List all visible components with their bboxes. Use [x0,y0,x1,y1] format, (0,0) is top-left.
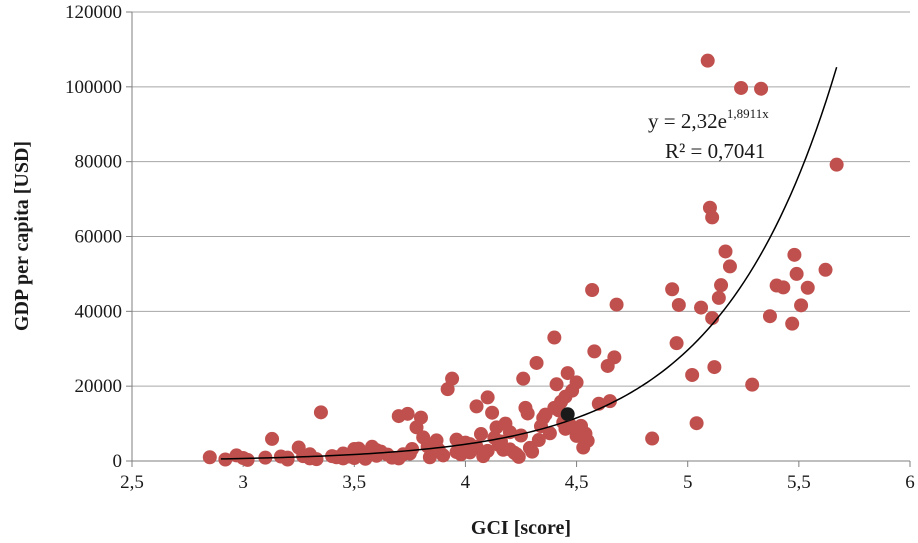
equation-prefix: y = 2,32e [648,109,727,133]
highlighted-data-point [560,407,575,422]
data-point [547,330,562,345]
y-tick-label: 80000 [75,152,123,173]
x-tick-label: 3 [238,472,248,493]
data-point [449,445,464,460]
data-point [520,406,535,421]
data-point [645,431,660,446]
data-point [776,280,791,295]
data-point [685,367,700,382]
y-tick-label: 0 [113,451,123,472]
data-point [578,426,593,441]
x-tick-label: 4,5 [565,472,589,493]
x-tick-label: 3,5 [342,472,366,493]
data-points [202,53,844,467]
data-point [358,451,373,466]
data-point [469,399,484,414]
data-point [722,259,737,274]
y-tick-label: 40000 [75,301,123,322]
data-point [714,278,729,293]
data-point [391,451,406,466]
data-point [413,410,428,425]
data-point [549,377,564,392]
data-point [700,53,715,68]
data-point [445,371,460,386]
data-point [514,428,528,443]
data-point [480,390,495,405]
data-point [671,297,686,312]
data-point [669,336,684,351]
trendline-layer [220,66,838,460]
data-point [440,382,455,397]
data-point [473,427,488,442]
data-point [705,311,720,326]
axes [126,11,911,467]
data-point [240,452,255,467]
trendline-equation: y = 2,32e1,8911x [648,106,769,133]
data-point [280,452,295,467]
x-tick-label: 6 [905,472,915,493]
data-point [587,344,602,359]
data-point [336,446,351,461]
data-point [422,450,437,465]
r-squared-label: R² = 0,7041 [665,139,765,163]
y-tick-label: 100000 [65,77,122,98]
data-point [789,266,804,281]
data-point [302,447,317,462]
data-point [762,309,777,324]
data-point [794,298,809,313]
data-point [829,157,844,172]
y-tick-label: 60000 [75,227,123,248]
y-tick-label: 120000 [65,2,122,23]
data-point [529,355,544,370]
data-point [542,426,557,441]
data-point [558,389,573,404]
data-point [585,283,600,298]
data-point [400,406,415,421]
equation-exponent: 1,8911x [727,106,769,121]
x-tick-label: 2,5 [120,472,144,493]
data-point [800,280,815,295]
data-point [516,371,531,386]
data-point [787,247,802,262]
grid-lines [132,11,910,387]
data-point [718,244,733,259]
data-point [694,300,709,315]
x-tick-label: 5,5 [787,472,811,493]
data-point [607,350,622,365]
data-point [609,297,624,312]
exponential-trendline [220,66,838,460]
data-point [689,416,704,431]
data-point [509,447,524,462]
data-point [707,360,722,375]
x-tick-label: 5 [683,472,693,493]
data-point [818,262,833,277]
data-point [560,366,575,381]
data-point [665,282,680,297]
tick-labels: 0 20000 40000 60000 80000 100000 120000 2,5 3 3,5… [65,2,915,493]
data-point [569,375,584,390]
data-point [485,405,500,420]
data-point [202,450,217,465]
data-point [745,377,760,392]
data-point [711,290,726,305]
data-point [265,431,280,446]
x-tick-label: 4 [461,472,471,493]
data-point [480,443,495,458]
data-point [531,433,546,448]
y-tick-label: 20000 [75,376,123,397]
data-point [785,316,800,331]
data-point [734,80,749,95]
data-point [705,210,720,225]
data-point [754,81,769,96]
x-axis-title: GCI [score] [471,517,571,539]
data-point [313,405,328,420]
y-axis-title: GDP per capita [USD] [11,141,33,331]
